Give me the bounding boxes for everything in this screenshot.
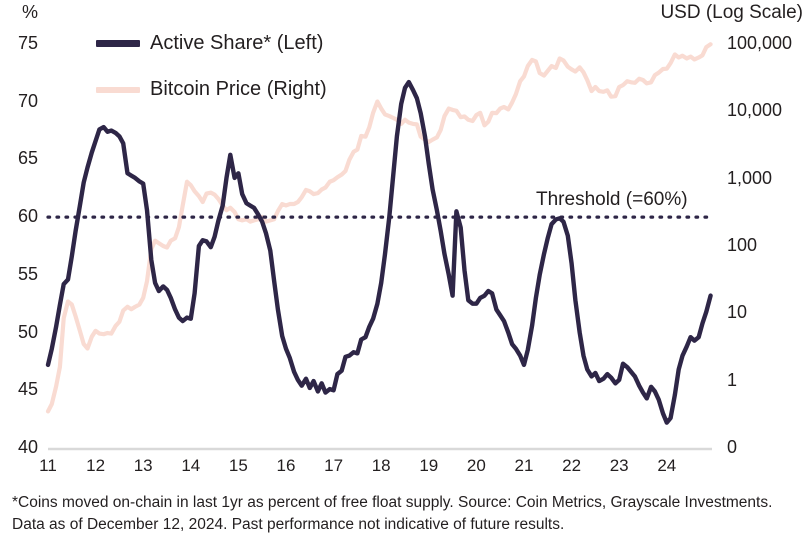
legend-swatch-active-share	[96, 40, 140, 47]
active-share-line	[45, 79, 713, 425]
footnote-text: *Coins moved on-chain in last 1yr as per…	[12, 494, 773, 534]
x-axis-tick-12: 12	[86, 456, 106, 475]
x-axis-tick-22: 22	[562, 456, 582, 475]
x-axis-tick-18: 18	[371, 456, 391, 475]
left-axis-tick-75: 75	[17, 33, 38, 53]
x-axis-tick-19: 19	[419, 456, 439, 475]
left-axis-tick-50: 50	[17, 321, 38, 342]
x-axis-tick-13: 13	[133, 456, 153, 475]
x-axis-tick-11: 11	[39, 456, 57, 475]
left-axis-tick-40: 40	[17, 437, 38, 457]
legend-label-bitcoin-price: Bitcoin Price (Right)	[150, 78, 327, 100]
x-axis-tick-17: 17	[324, 456, 344, 475]
right-axis-tick-100000: 100,000	[727, 33, 793, 53]
x-axis-tick-16: 16	[276, 456, 296, 475]
right-axis-tick-10: 10	[727, 302, 748, 323]
left-axis-tick-65: 65	[17, 148, 38, 169]
legend-swatch-bitcoin-price	[96, 86, 140, 93]
x-axis-tick-14: 14	[181, 456, 201, 475]
right-axis-tick-0: 0	[727, 437, 738, 457]
left-axis-tick-70: 70	[17, 90, 38, 111]
legend-item-active-share: Active Share* (Left)	[96, 32, 323, 55]
right-axis-tick-100: 100	[727, 235, 758, 255]
bitcoin-price-line	[45, 42, 713, 414]
x-axis-tick-20: 20	[466, 456, 486, 475]
x-axis-tick-24: 24	[657, 456, 677, 475]
left-axis-tick-45: 45	[17, 379, 38, 400]
left-axis-tick-55: 55	[17, 263, 38, 284]
right-axis-unit-label: USD (Log Scale)	[660, 2, 803, 23]
right-axis-tick-10000: 10,000	[727, 100, 783, 121]
legend-item-bitcoin-price: Bitcoin Price (Right)	[96, 78, 327, 101]
x-axis-tick-15: 15	[228, 456, 248, 475]
legend-label-active-share: Active Share* (Left)	[150, 32, 324, 54]
threshold-annotation-label: Threshold (=60%)	[536, 189, 688, 210]
right-axis-tick-1000: 1,000	[727, 167, 773, 188]
x-axis-tick-23: 23	[609, 456, 629, 475]
left-axis-tick-60: 60	[17, 206, 38, 227]
right-axis-tick-1: 1	[727, 369, 738, 390]
left-axis-unit-label: %	[22, 2, 39, 22]
x-axis-tick-21: 21	[514, 456, 534, 475]
